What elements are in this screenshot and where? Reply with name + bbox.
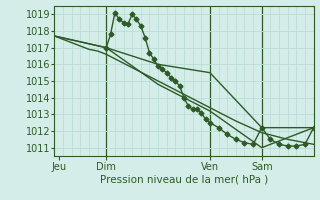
X-axis label: Pression niveau de la mer( hPa ): Pression niveau de la mer( hPa ) — [100, 174, 268, 184]
